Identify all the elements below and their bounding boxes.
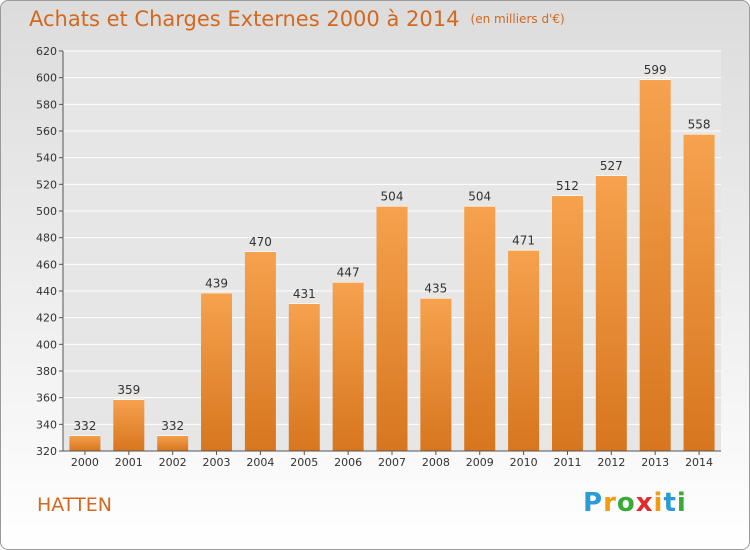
y-tick-label: 320 <box>36 445 57 458</box>
y-tick-label: 360 <box>36 392 57 405</box>
x-tick-label: 2005 <box>290 456 318 469</box>
logo-letter: P <box>583 488 604 518</box>
chart-title-block: Achats et Charges Externes 2000 à 2014 (… <box>29 7 565 31</box>
x-tick-label: 2009 <box>466 456 494 469</box>
data-label: 439 <box>205 276 228 290</box>
data-label: 431 <box>293 287 316 301</box>
x-tick-label: 2014 <box>685 456 713 469</box>
x-tick-label: 2001 <box>115 456 143 469</box>
y-tick-label: 500 <box>36 205 57 218</box>
logo-letter: i <box>653 488 664 518</box>
x-tick-label: 2000 <box>71 456 99 469</box>
y-tick-label: 400 <box>36 338 57 351</box>
y-tick-label: 580 <box>36 98 57 111</box>
data-label: 527 <box>600 159 623 173</box>
bar <box>595 175 627 451</box>
x-tick-label: 2008 <box>422 456 450 469</box>
x-tick-label: 2004 <box>246 456 274 469</box>
y-tick-label: 460 <box>36 258 57 271</box>
logo-letter: i <box>676 488 687 518</box>
bar <box>508 249 540 451</box>
bar <box>464 205 496 451</box>
bar <box>551 195 583 451</box>
bar <box>113 399 145 451</box>
y-tick-label: 480 <box>36 232 57 245</box>
logo-letter: r <box>603 488 617 518</box>
commune-name: HATTEN <box>37 494 112 516</box>
x-tick-label: 2011 <box>553 456 581 469</box>
data-label: 332 <box>161 419 184 433</box>
chart-unit: (en milliers d'€) <box>470 12 565 26</box>
x-tick-label: 2007 <box>378 456 406 469</box>
y-tick-label: 560 <box>36 125 57 138</box>
bar <box>683 133 715 451</box>
y-tick-label: 600 <box>36 72 57 85</box>
bar <box>69 435 101 451</box>
data-label: 512 <box>556 179 579 193</box>
y-tick-label: 520 <box>36 178 57 191</box>
data-label: 332 <box>73 419 96 433</box>
data-label: 435 <box>424 282 447 296</box>
bar <box>288 303 320 451</box>
bars <box>69 79 715 451</box>
y-tick-label: 620 <box>36 45 57 58</box>
x-tick-label: 2010 <box>510 456 538 469</box>
logo-letter: x <box>635 488 654 518</box>
data-labels: 332 359 332 439 470 431 447 504 435 504 471 512 527 5… <box>73 63 710 433</box>
x-tick-label: 2002 <box>159 456 187 469</box>
logo-letter: t <box>663 488 677 518</box>
bar <box>157 435 189 451</box>
data-label: 504 <box>381 190 404 204</box>
data-label: 359 <box>117 383 140 397</box>
x-tick-label: 2012 <box>597 456 625 469</box>
x-axis: 2000 2001 2002 2003 2004 2005 2006 2007 2008 2009… <box>63 450 721 469</box>
y-tick-label: 540 <box>36 152 57 165</box>
x-tick-label: 2003 <box>203 456 231 469</box>
bar <box>376 205 408 451</box>
y-tick-label: 440 <box>36 285 57 298</box>
bar <box>332 281 364 451</box>
bar <box>639 79 671 451</box>
data-label: 599 <box>644 63 667 77</box>
data-label: 504 <box>468 190 491 204</box>
bar <box>420 297 452 451</box>
proxiti-logo[interactable]: Proxiti <box>583 488 687 518</box>
y-axis: 320 340 360 380 400 420 440 460 480 500 520 540 560 5… <box>36 45 64 458</box>
y-tick-label: 340 <box>36 418 57 431</box>
x-tick-label: 2006 <box>334 456 362 469</box>
x-tick-label: 2013 <box>641 456 669 469</box>
data-label: 447 <box>337 266 360 280</box>
logo-letter: o <box>616 488 636 518</box>
bar <box>201 292 233 451</box>
y-tick-label: 420 <box>36 312 57 325</box>
y-tick-label: 380 <box>36 365 57 378</box>
data-label: 558 <box>688 118 711 132</box>
data-label: 471 <box>512 234 535 248</box>
chart-title: Achats et Charges Externes 2000 à 2014 <box>29 7 460 31</box>
data-label: 470 <box>249 235 272 249</box>
bar <box>244 251 276 451</box>
